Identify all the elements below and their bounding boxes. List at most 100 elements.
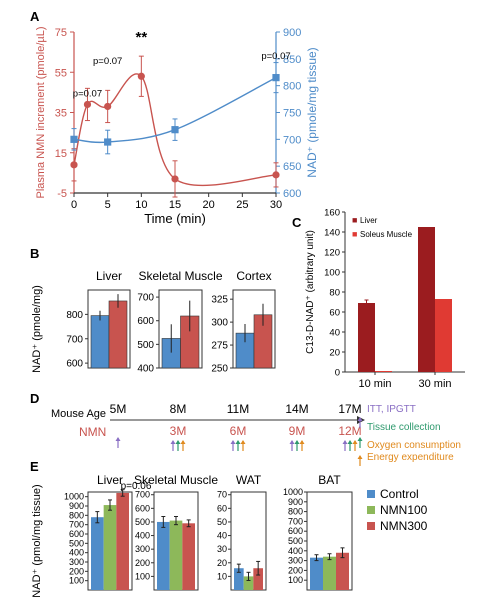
age-label: 17M bbox=[338, 402, 361, 416]
data-point bbox=[70, 135, 78, 143]
y-tick-label: 100 bbox=[288, 575, 303, 585]
panel-label-c: C bbox=[292, 215, 302, 230]
annotation: p=0.07 bbox=[261, 51, 290, 62]
timeline-marker-arrow-head bbox=[294, 440, 300, 444]
age-label: 8M bbox=[170, 402, 187, 416]
y-tick-label: 600 bbox=[288, 526, 303, 536]
y-tick-label: 20 bbox=[329, 348, 340, 359]
y-axis-label-right: NAD⁺ (pmole/mg tissue) bbox=[305, 47, 319, 177]
data-point bbox=[104, 102, 112, 111]
y-tick-label: 250 bbox=[211, 364, 228, 375]
y-tick-label-right: 800 bbox=[283, 81, 301, 93]
subplot-title: Cortex bbox=[236, 269, 271, 283]
data-point bbox=[171, 175, 179, 183]
y-tick-label: 100 bbox=[69, 576, 84, 586]
timeline-d: Mouse Age NMN 5M 8M 11M 14M 17M 3M 6M 9M 12M ITT, I… bbox=[51, 402, 461, 466]
y-tick-label: 300 bbox=[135, 544, 150, 554]
y-axis-label-left: Plasma NMN increment (pmole/µL) bbox=[35, 27, 47, 199]
y-tick-label: 500 bbox=[288, 536, 303, 546]
subplot-title: Liver bbox=[96, 269, 122, 283]
bar bbox=[234, 568, 244, 590]
data-point bbox=[137, 72, 145, 80]
y-tick-label-right: 650 bbox=[283, 161, 301, 173]
y-tick-label: 70 bbox=[217, 490, 227, 500]
timeline-marker-arrow-head bbox=[240, 440, 246, 444]
y-axis-label: NAD⁺ (pmol/mg tissue) bbox=[31, 484, 43, 597]
dose-label: 9M bbox=[289, 424, 306, 438]
annotation: p=0.07 bbox=[73, 88, 102, 99]
y-tick-label: 800 bbox=[288, 507, 303, 517]
bar bbox=[435, 299, 452, 372]
legend-swatch bbox=[367, 490, 375, 498]
x-tick-label: 25 bbox=[236, 199, 248, 211]
x-tick-label: 30 min bbox=[418, 378, 451, 390]
bar bbox=[116, 492, 129, 590]
timeline-marker-arrow-head bbox=[342, 440, 348, 444]
chart-a: -5 15 35 55 75 600 650 700 750 800 850 900 0 5 10 15 20 2… bbox=[35, 27, 319, 227]
y-tick-label: 200 bbox=[135, 558, 150, 568]
y-tick-label: 600 bbox=[66, 359, 83, 370]
y-tick-label: 80 bbox=[329, 288, 340, 299]
panel-label-a: A bbox=[30, 9, 40, 24]
y-tick-label-right: 750 bbox=[283, 108, 301, 120]
timeline-legend-item: Tissue collection bbox=[367, 422, 441, 433]
legend-label: Liver bbox=[360, 216, 378, 225]
bar bbox=[103, 505, 117, 590]
x-axis-label: Time (min) bbox=[144, 211, 206, 226]
y-tick-label: 100 bbox=[135, 571, 150, 581]
bar bbox=[310, 557, 323, 590]
y-tick-label-right: 900 bbox=[283, 27, 301, 39]
y-tick-label: 500 bbox=[135, 517, 150, 527]
y-tick-label: 50 bbox=[217, 517, 227, 527]
y-tick-label-right: 600 bbox=[283, 188, 301, 200]
data-point bbox=[272, 171, 280, 179]
subplot-title: Liver bbox=[97, 473, 123, 487]
x-tick-label: 5 bbox=[105, 199, 111, 211]
timeline-marker-arrow-head bbox=[235, 440, 241, 444]
x-tick-label: 15 bbox=[169, 199, 181, 211]
y-tick-label: 40 bbox=[217, 531, 227, 541]
y-tick-label: 500 bbox=[137, 340, 154, 351]
timeline-marker-arrow-head bbox=[299, 440, 305, 444]
y-tick-label: 140 bbox=[324, 228, 340, 239]
data-point bbox=[272, 74, 280, 82]
y-tick-label: 700 bbox=[69, 520, 84, 530]
dose-label: 12M bbox=[338, 424, 361, 438]
chart-b: NAD⁺ (pmole/mg) Liver 600 700 800 Skeletal Mu… bbox=[31, 269, 276, 375]
legend-marker: ■ bbox=[352, 215, 357, 225]
bar bbox=[418, 227, 435, 372]
y-tick-label: 300 bbox=[69, 557, 84, 567]
x-tick-label: 10 min bbox=[358, 378, 391, 390]
age-label: 14M bbox=[285, 402, 308, 416]
y-tick-label: 20 bbox=[217, 558, 227, 568]
y-tick-label: 400 bbox=[69, 548, 84, 558]
timeline-marker-arrow-head bbox=[357, 417, 363, 421]
y-tick-label: 600 bbox=[135, 503, 150, 513]
y-tick-label: 10 bbox=[217, 571, 227, 581]
timeline-marker-arrow-head bbox=[357, 437, 363, 441]
legend-marker: ■ bbox=[352, 229, 357, 239]
y-tick-label: 30 bbox=[217, 544, 227, 554]
data-point bbox=[171, 126, 179, 134]
legend-label: Control bbox=[380, 487, 419, 501]
legend-label: NMN100 bbox=[380, 503, 428, 517]
y-tick-label: 600 bbox=[69, 529, 84, 539]
y-tick-label: 60 bbox=[329, 308, 340, 319]
bar bbox=[358, 303, 375, 372]
legend-label: Soleus Muscle bbox=[360, 230, 413, 239]
bar bbox=[91, 517, 104, 590]
annotation: ** bbox=[135, 29, 147, 46]
y-tick-label: 400 bbox=[137, 364, 154, 375]
timeline-marker-arrow-head bbox=[175, 440, 181, 444]
bar bbox=[182, 523, 195, 590]
y-tick-label: 1000 bbox=[283, 487, 303, 497]
subplot-title: WAT bbox=[236, 473, 262, 487]
subplot-title: BAT bbox=[318, 473, 341, 487]
y-tick-label: 800 bbox=[66, 310, 83, 321]
timeline-marker-arrow-head bbox=[357, 455, 363, 459]
bar bbox=[323, 556, 336, 590]
timeline-marker-arrow-head bbox=[230, 440, 236, 444]
y-tick-label: 200 bbox=[69, 566, 84, 576]
y-tick-label: 500 bbox=[69, 538, 84, 548]
y-tick-label-right: 700 bbox=[283, 134, 301, 146]
